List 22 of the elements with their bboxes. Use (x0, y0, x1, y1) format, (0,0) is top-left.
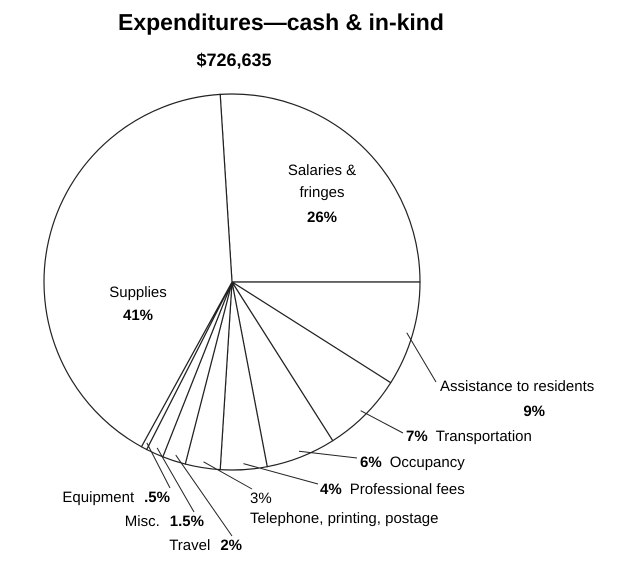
data-label: 3% (250, 490, 272, 507)
data-label: .5% (144, 489, 170, 506)
chart-subtitle: $726,635 (196, 50, 272, 70)
slice-label: Professional fees (350, 481, 465, 498)
slice-label: Occupancy (390, 454, 466, 471)
slice-label: Misc. (124, 513, 160, 530)
slice-label: Transportation (436, 428, 532, 445)
data-label: 7% (406, 428, 428, 445)
slice-label: Assistance to residents (440, 378, 594, 395)
data-label: 6% (360, 454, 382, 471)
slice-label: Telephone, printing, postage (250, 510, 438, 527)
chart-title: Expenditures—cash & in-kind (118, 9, 444, 35)
data-label: 4% (320, 481, 342, 498)
slice-label: Equipment (62, 489, 135, 506)
data-label: 26% (306, 209, 338, 226)
data-label: 1.5% (170, 513, 204, 530)
slice-label: Salaries & fringes (288, 162, 356, 201)
data-label: 41% (122, 307, 154, 324)
data-label: 2% (220, 537, 242, 554)
slice-label: Supplies (109, 284, 167, 301)
data-label: 9% (523, 403, 545, 420)
slice-label: Travel (169, 537, 210, 554)
